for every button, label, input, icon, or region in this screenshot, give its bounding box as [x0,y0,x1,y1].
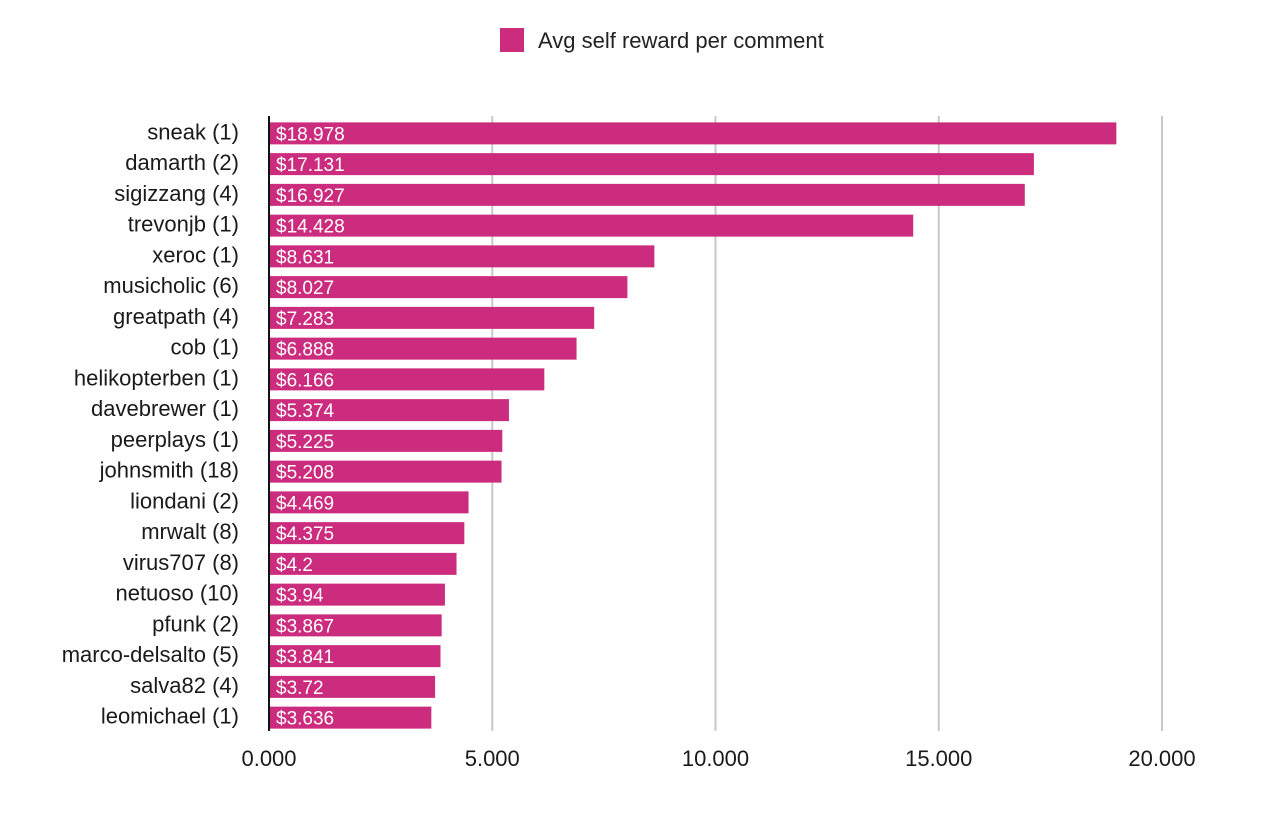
x-tick-label: 5.000 [465,746,520,771]
category-label: cob (1) [171,335,239,360]
category-label: johnsmith (18) [99,458,239,483]
gridlines [491,116,1163,731]
bar [269,399,509,422]
bar [269,491,469,514]
category-label: netuoso (10) [115,581,239,606]
bar [269,337,577,360]
data-label: $5.208 [276,463,334,484]
x-tick-labels: 0.000 5.000 10.000 15.000 20.000 [241,746,1195,771]
data-label: $5.374 [276,401,335,422]
data-label: $3.94 [276,586,324,607]
category-label: mrwalt (8) [141,519,239,544]
data-label: $3.841 [276,647,334,668]
data-label: $6.166 [276,370,334,391]
bar [269,276,628,299]
data-label: $7.283 [276,309,334,330]
category-label: damarth (2) [125,150,239,175]
bar [269,122,1117,145]
bar [269,368,545,391]
data-label: $14.428 [276,217,345,238]
data-label: $8.027 [276,278,334,299]
category-label: liondani (2) [130,488,239,513]
x-tick-label: 0.000 [241,746,296,771]
category-label: trevonjb (1) [128,212,239,237]
bar [269,214,914,237]
category-label: virus707 (8) [123,550,239,575]
bar [269,306,595,329]
bar [269,645,441,668]
bar [269,460,502,483]
bar [269,675,436,698]
category-label: pfunk (2) [152,611,239,636]
x-tick-label: 20.000 [1128,746,1195,771]
bar [269,183,1025,206]
bar [269,522,465,545]
bar [269,583,445,606]
category-label: davebrewer (1) [91,396,239,421]
x-tick-label: 15.000 [905,746,972,771]
bar [269,552,457,575]
data-label: $18.978 [276,124,345,145]
category-label: leomichael (1) [101,704,239,729]
category-label: sneak (1) [147,119,239,144]
data-label: $4.469 [276,493,334,514]
category-label: sigizzang (4) [114,181,239,206]
data-label: $6.888 [276,340,334,361]
data-label: $3.636 [276,709,334,730]
data-label: $4.2 [276,555,313,576]
data-label: $4.375 [276,524,334,545]
bar [269,153,1034,176]
category-label: marco-delsalto (5) [62,642,239,667]
legend: Avg self reward per comment [500,28,824,53]
category-label: helikopterben (1) [74,365,239,390]
legend-label: Avg self reward per comment [538,28,824,53]
category-label: salva82 (4) [130,673,239,698]
data-label: $17.131 [276,155,345,176]
data-label: $3.867 [276,616,334,637]
bar [269,614,442,637]
data-label: $16.927 [276,186,345,207]
category-label: musicholic (6) [103,273,239,298]
data-label: $8.631 [276,247,334,268]
data-label: $5.225 [276,432,334,453]
bar [269,245,655,268]
bar [269,706,432,729]
category-label: peerplays (1) [111,427,239,452]
bars: $18.978 $17.131 $16.927 $14.428 $8.631 $8.027… [269,122,1117,730]
x-tick-label: 10.000 [682,746,749,771]
category-labels: sneak (1) damarth (2) sigizzang (4) trevonj… [62,119,239,728]
legend-swatch [500,28,524,52]
category-label: xeroc (1) [152,242,239,267]
category-label: greatpath (4) [113,304,239,329]
data-label: $3.72 [276,678,324,699]
bar [269,429,503,452]
